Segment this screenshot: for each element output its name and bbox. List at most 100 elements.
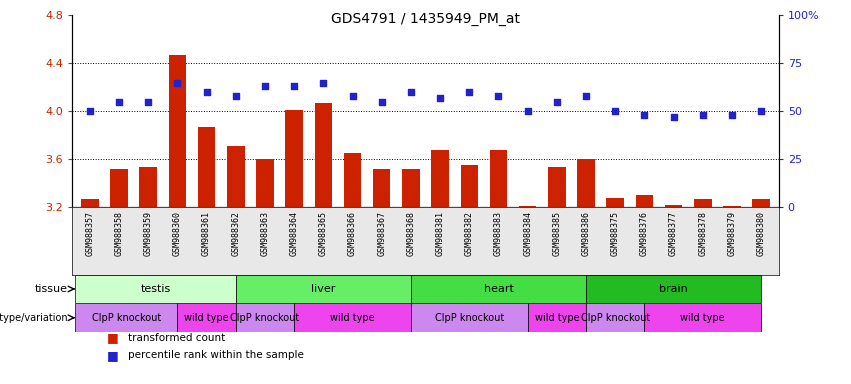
Bar [548, 167, 566, 207]
Point [754, 108, 768, 114]
Bar [644, 303, 761, 332]
Bar [489, 150, 507, 207]
Bar [285, 110, 303, 207]
Text: GSM988375: GSM988375 [611, 211, 620, 256]
Bar [344, 153, 362, 207]
Point [229, 93, 243, 99]
Text: GSM988379: GSM988379 [728, 211, 736, 256]
Bar [236, 303, 294, 332]
Point [288, 83, 301, 89]
Point [580, 93, 593, 99]
Text: heart: heart [483, 284, 513, 294]
Text: GSM988386: GSM988386 [581, 211, 591, 256]
Bar [168, 55, 186, 207]
Bar [140, 167, 157, 207]
Point [608, 108, 622, 114]
Text: GSM988384: GSM988384 [523, 211, 532, 256]
Text: testis: testis [140, 284, 171, 294]
Point [317, 79, 330, 86]
Bar [460, 166, 478, 207]
Point [492, 93, 505, 99]
Bar [411, 303, 528, 332]
Text: GSM988377: GSM988377 [669, 211, 678, 256]
Point [141, 99, 155, 105]
Text: ■: ■ [106, 349, 118, 362]
Point [258, 83, 271, 89]
Point [404, 89, 418, 95]
Text: GSM988381: GSM988381 [436, 211, 444, 256]
Text: ClpP knockout: ClpP knockout [92, 313, 161, 323]
Bar [431, 150, 448, 207]
Text: GSM988385: GSM988385 [552, 211, 562, 256]
Text: liver: liver [311, 284, 335, 294]
Text: wild type: wild type [534, 313, 580, 323]
Text: GSM988365: GSM988365 [319, 211, 328, 256]
Bar [294, 303, 411, 332]
Point [375, 99, 389, 105]
Point [521, 108, 534, 114]
Bar [586, 275, 761, 303]
Point [170, 79, 184, 86]
Bar [236, 275, 411, 303]
Text: ClpP knockout: ClpP knockout [231, 313, 300, 323]
Text: GSM988376: GSM988376 [640, 211, 649, 256]
Bar [227, 146, 244, 207]
Bar [256, 159, 274, 207]
Text: wild type: wild type [330, 313, 374, 323]
Bar [75, 303, 177, 332]
Point [433, 95, 447, 101]
Text: ClpP knockout: ClpP knockout [580, 313, 650, 323]
Text: percentile rank within the sample: percentile rank within the sample [128, 350, 304, 360]
Text: GSM988361: GSM988361 [202, 211, 211, 256]
Point [550, 99, 563, 105]
Bar [577, 159, 595, 207]
Bar [315, 103, 332, 207]
Text: GSM988362: GSM988362 [231, 211, 240, 256]
Bar [197, 127, 215, 207]
Bar [636, 195, 654, 207]
Text: GSM988358: GSM988358 [115, 211, 123, 256]
Point [667, 114, 681, 120]
Bar [586, 303, 644, 332]
Text: GDS4791 / 1435949_PM_at: GDS4791 / 1435949_PM_at [331, 12, 520, 25]
Bar [177, 303, 236, 332]
Text: GSM988359: GSM988359 [144, 211, 152, 256]
Point [200, 89, 214, 95]
Text: ■: ■ [106, 331, 118, 344]
Text: GSM988382: GSM988382 [465, 211, 474, 256]
Point [637, 112, 651, 118]
Bar [373, 169, 391, 207]
Point [83, 108, 97, 114]
Text: GSM988366: GSM988366 [348, 211, 357, 256]
Text: GSM988364: GSM988364 [289, 211, 299, 256]
Bar [403, 169, 420, 207]
Text: wild type: wild type [681, 313, 725, 323]
Bar [81, 199, 99, 207]
Point [462, 89, 476, 95]
Text: genotype/variation: genotype/variation [0, 313, 68, 323]
Text: GSM988363: GSM988363 [260, 211, 270, 256]
Bar [75, 275, 236, 303]
Bar [752, 199, 770, 207]
Point [696, 112, 710, 118]
Point [725, 112, 739, 118]
Text: GSM988368: GSM988368 [407, 211, 415, 256]
Bar [723, 206, 740, 207]
Text: GSM988357: GSM988357 [85, 211, 94, 256]
Bar [694, 199, 711, 207]
Text: ClpP knockout: ClpP knockout [435, 313, 504, 323]
Text: GSM988380: GSM988380 [757, 211, 766, 256]
Bar [665, 205, 683, 207]
Point [112, 99, 126, 105]
Text: wild type: wild type [185, 313, 229, 323]
Text: GSM988367: GSM988367 [377, 211, 386, 256]
Text: transformed count: transformed count [128, 333, 225, 343]
Bar [519, 206, 536, 207]
Text: GSM988360: GSM988360 [173, 211, 182, 256]
Text: brain: brain [660, 284, 688, 294]
Text: GSM988378: GSM988378 [699, 211, 707, 256]
Text: tissue: tissue [35, 284, 68, 294]
Bar [411, 275, 586, 303]
Bar [607, 198, 624, 207]
Text: GSM988383: GSM988383 [494, 211, 503, 256]
